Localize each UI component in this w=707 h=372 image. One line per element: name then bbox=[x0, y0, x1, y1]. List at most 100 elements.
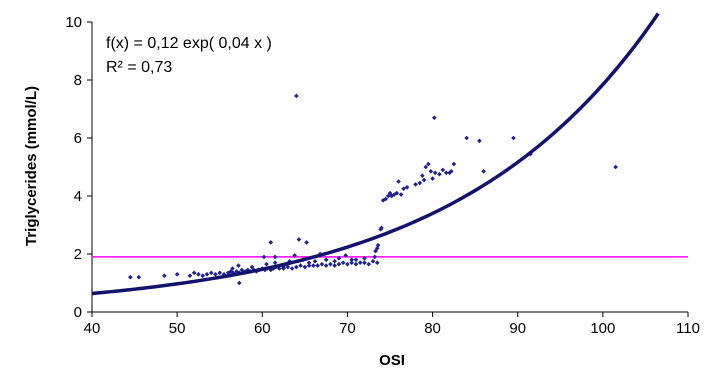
data-point bbox=[217, 270, 223, 276]
data-point bbox=[443, 170, 449, 176]
data-point bbox=[302, 264, 308, 270]
data-point bbox=[431, 115, 437, 120]
data-point bbox=[230, 266, 235, 271]
data-point bbox=[294, 93, 299, 99]
equation-annotation: f(x) = 0,12 exp( 0,04 x ) bbox=[106, 35, 272, 52]
data-point bbox=[379, 225, 384, 231]
data-point bbox=[420, 173, 425, 178]
data-point bbox=[311, 263, 316, 268]
data-point bbox=[236, 280, 242, 286]
data-point bbox=[375, 243, 381, 248]
data-point bbox=[426, 161, 431, 167]
data-point bbox=[312, 258, 318, 264]
data-point bbox=[428, 169, 434, 174]
x-tick-label: 40 bbox=[84, 320, 101, 337]
data-point bbox=[394, 190, 400, 196]
data-point bbox=[294, 264, 299, 270]
data-point bbox=[362, 256, 367, 261]
data-point bbox=[353, 261, 359, 267]
data-point bbox=[128, 274, 133, 280]
data-point bbox=[289, 266, 295, 271]
data-point bbox=[366, 261, 372, 267]
data-point bbox=[387, 190, 393, 196]
x-tick-label: 50 bbox=[169, 320, 186, 337]
y-tick-label: 4 bbox=[74, 188, 82, 205]
x-tick-label: 80 bbox=[424, 320, 441, 337]
data-point bbox=[447, 170, 452, 176]
data-point bbox=[430, 176, 435, 181]
data-point bbox=[332, 263, 337, 268]
data-point bbox=[336, 256, 342, 261]
data-point bbox=[385, 193, 391, 199]
x-tick-label: 90 bbox=[509, 320, 526, 337]
data-point bbox=[404, 185, 410, 190]
data-point bbox=[417, 180, 423, 186]
data-point bbox=[306, 263, 312, 268]
data-point bbox=[277, 266, 282, 271]
data-point bbox=[306, 260, 312, 265]
data-point bbox=[191, 270, 197, 276]
data-point bbox=[370, 258, 376, 264]
data-point bbox=[413, 182, 418, 187]
data-point bbox=[323, 263, 329, 268]
data-point bbox=[208, 270, 214, 276]
data-point bbox=[372, 254, 377, 260]
data-point bbox=[396, 179, 401, 184]
data-point bbox=[389, 193, 395, 199]
y-tick-label: 2 bbox=[74, 246, 82, 263]
plot-area: 0 2 4 6 8 10 40 50 60 70 80 90 100 110 bbox=[65, 12, 700, 337]
data-point bbox=[336, 261, 342, 267]
data-point bbox=[261, 254, 267, 260]
data-point bbox=[174, 272, 180, 277]
data-point bbox=[328, 261, 333, 267]
data-point bbox=[200, 273, 205, 279]
data-point bbox=[383, 196, 389, 202]
data-point bbox=[464, 135, 469, 141]
x-axis-title: OSI bbox=[379, 352, 405, 369]
data-point bbox=[268, 240, 274, 245]
data-point bbox=[332, 258, 337, 264]
data-point bbox=[239, 267, 245, 273]
data-point bbox=[268, 267, 274, 273]
data-point bbox=[319, 261, 325, 267]
data-point bbox=[353, 257, 359, 263]
data-point bbox=[292, 253, 297, 258]
data-point bbox=[380, 198, 386, 203]
data-point bbox=[373, 248, 378, 254]
data-point bbox=[401, 186, 406, 192]
data-point bbox=[362, 260, 367, 265]
data-point bbox=[285, 264, 291, 270]
data-point bbox=[349, 260, 354, 265]
y-tick-label: 0 bbox=[74, 304, 82, 321]
data-point bbox=[432, 170, 438, 176]
data-point bbox=[272, 260, 278, 265]
y-tick-label: 10 bbox=[65, 14, 82, 31]
data-point bbox=[511, 135, 516, 141]
data-point bbox=[264, 261, 269, 267]
x-tick-label: 70 bbox=[339, 320, 356, 337]
data-point bbox=[477, 138, 482, 144]
data-point bbox=[304, 240, 309, 245]
data-point bbox=[345, 261, 350, 267]
data-point bbox=[613, 164, 618, 170]
data-point bbox=[236, 263, 241, 268]
data-point bbox=[374, 245, 380, 251]
data-point bbox=[162, 273, 167, 279]
data-point bbox=[221, 272, 227, 277]
data-point bbox=[481, 169, 486, 174]
data-point bbox=[234, 269, 240, 274]
data-point bbox=[296, 237, 302, 242]
data-point bbox=[449, 169, 454, 174]
data-point bbox=[437, 171, 442, 177]
y-tick-label: 6 bbox=[74, 130, 82, 147]
data-point bbox=[357, 260, 363, 265]
data-point bbox=[343, 253, 349, 258]
data-point bbox=[451, 161, 457, 167]
x-tick-label: 110 bbox=[676, 320, 700, 337]
data-point bbox=[398, 192, 404, 197]
data-point bbox=[228, 269, 234, 274]
data-point bbox=[323, 257, 329, 263]
data-point bbox=[378, 227, 383, 232]
data-point bbox=[423, 164, 429, 170]
x-tick-label: 60 bbox=[254, 320, 271, 337]
